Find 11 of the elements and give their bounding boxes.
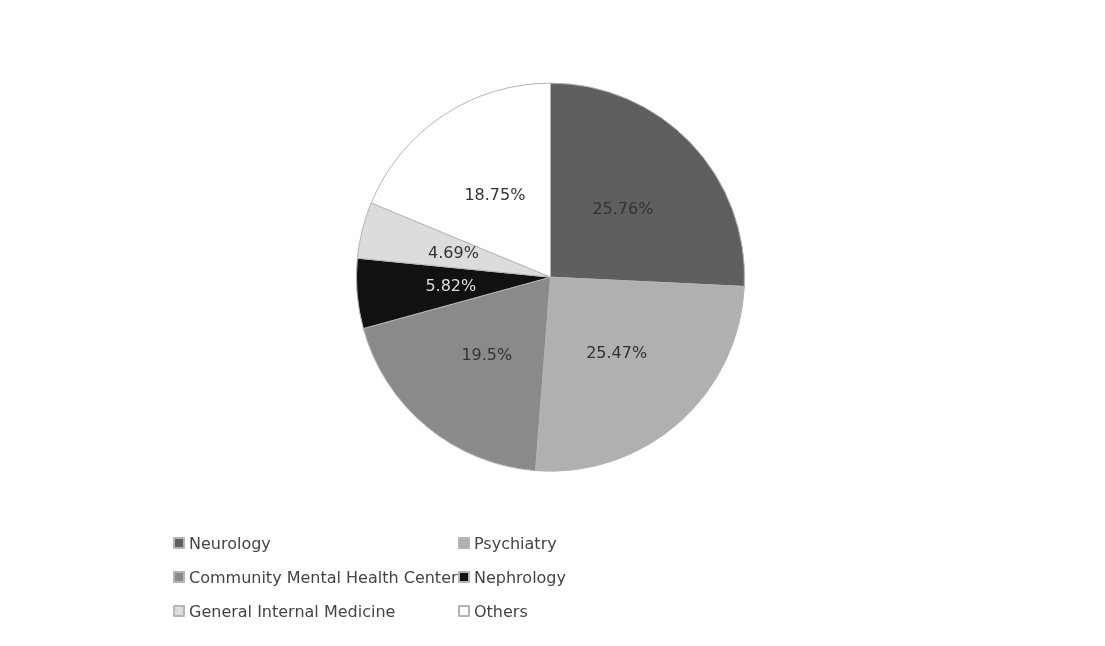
legend-label: Community Mental Health Center <box>189 567 458 587</box>
data-label: 25.47% <box>586 342 648 362</box>
legend-label: Nephrology <box>474 567 566 587</box>
legend-label: General Internal Medicine <box>189 601 396 621</box>
legend-label: Neurology <box>189 533 271 553</box>
data-label: 19.5% <box>461 344 513 364</box>
data-label: 4.69% <box>428 243 479 263</box>
data-label: 18.75% <box>464 184 526 204</box>
data-label: 5.82% <box>425 276 477 296</box>
legend-label: Psychiatry <box>474 533 557 553</box>
legend-label: Others <box>474 601 528 621</box>
